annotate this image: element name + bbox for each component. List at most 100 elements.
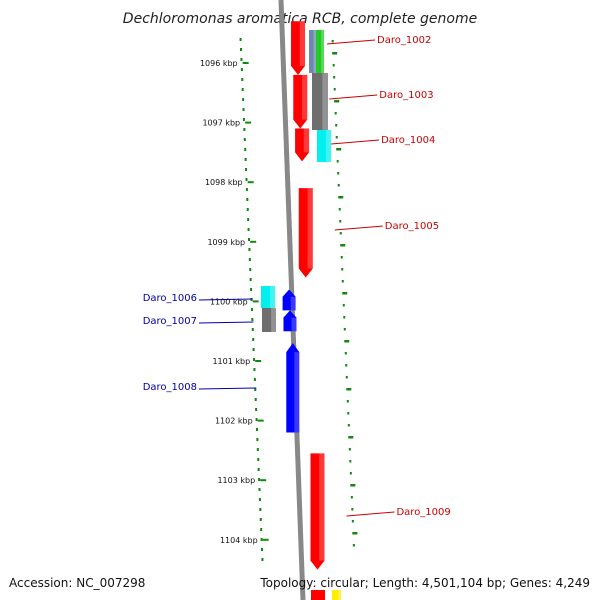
gc-dot-right <box>346 388 352 391</box>
gc-dot-right <box>331 40 334 43</box>
gc-dot-right <box>341 280 344 283</box>
gc-dot-left <box>261 558 264 561</box>
gc-dot-right <box>346 400 349 403</box>
gc-dot-left <box>255 408 258 411</box>
gene-arrow-daro_1008[interactable] <box>286 343 300 433</box>
gc-dot-right <box>345 364 348 367</box>
gene-arrow-partial <box>311 590 325 600</box>
gc-dot-left <box>258 478 261 481</box>
gc-dot-left <box>241 78 244 81</box>
gc-dot-left <box>253 378 256 381</box>
scale-tick-label: 1103 kbp <box>217 476 255 485</box>
gc-dot-left <box>259 508 262 511</box>
gene-label-leader <box>331 139 380 145</box>
gene-label-daro_1006[interactable]: Daro_1006 <box>143 293 197 304</box>
gc-dot-right <box>351 520 354 523</box>
gc-dot-right <box>342 304 345 307</box>
gc-dot-left <box>242 98 245 101</box>
gc-dot-left <box>256 438 259 441</box>
map-title: Dechloromonas aromatica RCB, complete ge… <box>123 11 477 27</box>
gc-dot-left <box>241 88 244 91</box>
scale-ticks: 1096 kbp 1097 kbp 1098 kbp 1099 kbp 1100 kbp… <box>200 59 269 545</box>
gene-label-daro_1003[interactable]: Daro_1003 <box>379 90 433 101</box>
gene-arrow-daro_1004[interactable] <box>295 128 310 162</box>
gene-label-daro_1008[interactable]: Daro_1008 <box>143 382 197 393</box>
gc-dot-right <box>333 88 336 91</box>
gene-label-leader <box>334 225 383 231</box>
gc-dot-left <box>246 208 249 211</box>
gc-dot-right <box>339 232 342 235</box>
gc-dot-left <box>249 268 252 271</box>
gc-dot-right <box>338 196 344 199</box>
gene-arrow-shade <box>294 352 300 433</box>
cog-category-block <box>262 308 276 332</box>
cog-category-block <box>332 590 341 600</box>
gc-dot-right <box>347 424 350 427</box>
gc-dot-right <box>337 172 340 175</box>
gene-label-leader <box>198 298 253 301</box>
gene-labels[interactable]: Daro_1002 Daro_1003 Daro_1004 Daro_1005 Daro… <box>143 35 451 518</box>
gc-dot-left <box>250 288 253 291</box>
genome-summary-text: Topology: circular; Length: 4,501,104 bp… <box>260 576 590 590</box>
gc-dot-left <box>253 368 256 371</box>
gc-dot-left <box>247 218 250 221</box>
scale-tick-label: 1099 kbp <box>207 238 245 247</box>
gc-dot-left <box>260 528 263 531</box>
gene-arrow-daro_1006[interactable] <box>282 289 296 311</box>
cog-category-block <box>261 286 275 308</box>
gc-dot-left <box>240 68 243 71</box>
gene-arrow-daro_1009[interactable] <box>310 453 325 570</box>
gc-dot-left <box>240 58 243 61</box>
gene-label-leader <box>329 94 378 100</box>
gene-label-daro_1002[interactable]: Daro_1002 <box>377 35 431 46</box>
gene-label-daro_1004[interactable]: Daro_1004 <box>381 135 435 146</box>
gc-dot-left <box>247 228 250 231</box>
gc-dot-left <box>259 518 262 521</box>
gc-dot-right <box>337 184 340 187</box>
gc-dot-right <box>334 112 337 115</box>
cog-block-shade <box>321 30 324 73</box>
gc-dot-left <box>255 418 258 421</box>
gene-track[interactable] <box>282 21 325 600</box>
gc-dot-left <box>258 488 261 491</box>
gc-dot-left <box>255 428 258 431</box>
scale-tick-label: 1104 kbp <box>220 536 258 545</box>
scale-tick-label: 1101 kbp <box>212 357 250 366</box>
gc-dot-left <box>257 458 260 461</box>
gc-dot-left <box>243 128 246 131</box>
gc-dot-right <box>344 340 350 343</box>
gene-label-daro_1007[interactable]: Daro_1007 <box>143 316 197 327</box>
gc-dot-left <box>245 178 248 181</box>
gc-dot-right <box>348 436 354 439</box>
gene-label-daro_1005[interactable]: Daro_1005 <box>385 221 439 232</box>
gene-arrow-daro_1007[interactable] <box>283 310 297 332</box>
gc-dot-left <box>239 38 242 41</box>
gc-dot-right <box>344 352 347 355</box>
gc-dot-left <box>251 328 254 331</box>
gc-dot-right <box>342 292 348 295</box>
gc-dot-right <box>332 64 335 67</box>
gene-arrow-daro_1005[interactable] <box>298 188 313 278</box>
accession-text: Accession: NC_007298 <box>9 576 146 590</box>
gc-dot-right <box>340 256 343 259</box>
gc-dot-right <box>352 532 358 535</box>
gene-label-daro_1009[interactable]: Daro_1009 <box>396 507 450 518</box>
gene-label-leader <box>326 39 376 45</box>
gene-label-leader <box>198 321 254 324</box>
gc-dot-left <box>252 338 255 341</box>
gene-label-leader <box>198 387 257 390</box>
gc-dot-right <box>350 484 356 487</box>
gene-arrow-shade <box>303 128 310 153</box>
cog-block-shade <box>313 30 316 73</box>
gc-dot-left <box>240 48 243 51</box>
gc-dot-left <box>250 308 253 311</box>
gc-dot-right <box>335 124 338 127</box>
gene-arrow-daro_1003[interactable] <box>293 74 308 129</box>
gc-dot-right <box>336 148 342 151</box>
gene-arrow-shade <box>291 317 297 332</box>
cog-category-block <box>317 130 331 162</box>
gene-arrow-shade <box>301 74 308 120</box>
cog-block-shade <box>270 286 275 308</box>
gene-arrow-daro_1002[interactable] <box>291 21 306 75</box>
